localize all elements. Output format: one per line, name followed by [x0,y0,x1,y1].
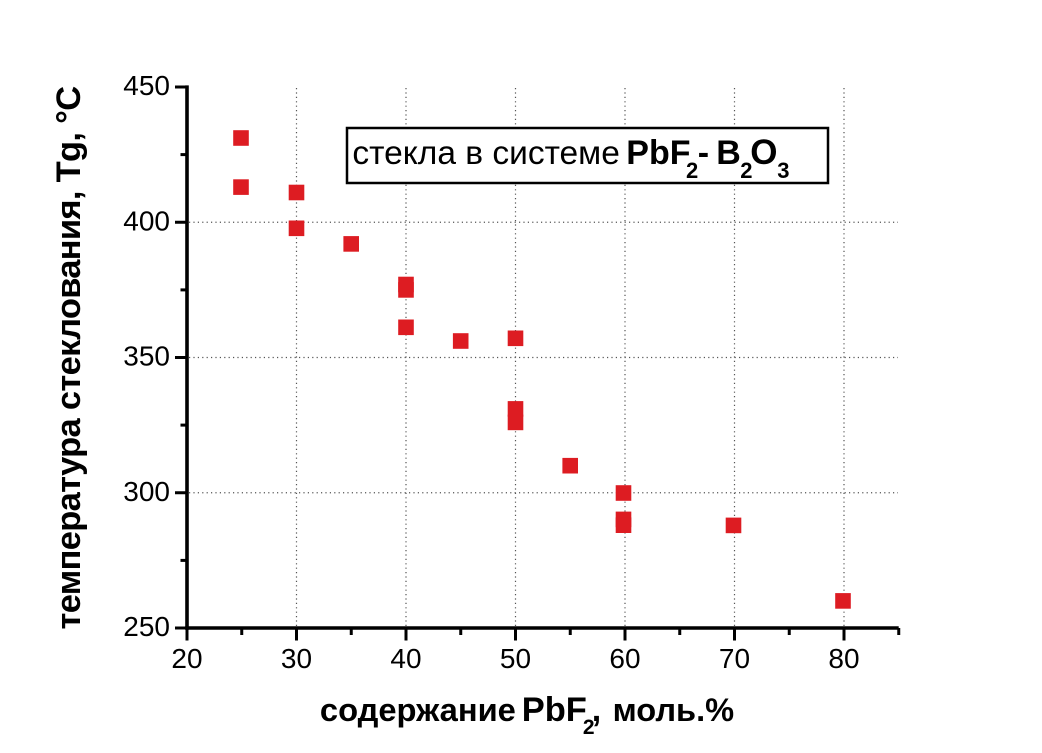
svg-text:PbF: PbF [626,134,690,172]
svg-text:300: 300 [123,476,170,507]
svg-text:содержание: содержание [320,691,516,728]
svg-text:30: 30 [281,643,312,674]
svg-text:температура стеклования, Tg, °: температура стеклования, Tg, °C [50,87,88,630]
svg-text:20: 20 [171,643,202,674]
svg-text:PbF: PbF [522,691,587,729]
svg-text:стекла в системе: стекла в системе [352,135,619,172]
svg-text:O: O [750,133,777,172]
svg-text:2: 2 [583,716,595,739]
svg-text:2: 2 [740,158,752,183]
svg-text:3: 3 [777,158,789,183]
svg-text:450: 450 [123,70,170,101]
svg-text:250: 250 [123,611,170,642]
svg-text:-: - [698,134,709,172]
svg-text:80: 80 [828,643,859,674]
svg-text:70: 70 [719,643,750,674]
svg-text:B: B [716,134,741,172]
svg-text:40: 40 [390,643,421,674]
svg-text:400: 400 [123,205,170,236]
svg-text:,: , [592,691,601,729]
svg-text:моль.%: моль.% [613,691,735,728]
svg-text:350: 350 [123,341,170,372]
svg-text:2: 2 [686,158,698,183]
svg-text:60: 60 [609,643,640,674]
svg-text:50: 50 [500,643,531,674]
